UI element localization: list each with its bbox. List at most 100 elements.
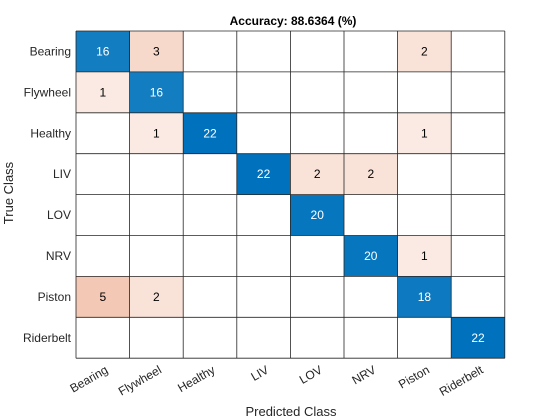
matrix-cell — [183, 31, 237, 72]
matrix-cell — [290, 276, 344, 318]
matrix-cell — [344, 235, 398, 277]
matrix-cell — [236, 153, 291, 195]
cell-value-label: 1 — [153, 126, 160, 140]
matrix-cell — [397, 317, 452, 359]
cell-value-label: 1 — [421, 249, 428, 263]
matrix-cell — [451, 112, 505, 154]
cell-value-label: 2 — [421, 44, 428, 58]
matrix-cell — [290, 235, 344, 277]
matrix-cell — [290, 317, 344, 359]
cell-value-label: 2 — [314, 167, 321, 181]
x-tick-labels: Bearing Flywheel Healthy LIV LOV NRV Piston Rid… — [67, 362, 486, 398]
matrix-cell — [183, 194, 237, 236]
matrix-cell — [183, 153, 237, 195]
matrix-cell — [236, 235, 291, 277]
matrix-cell — [129, 235, 184, 277]
matrix-cell — [76, 31, 130, 72]
x-tick-label: Flywheel — [116, 363, 164, 399]
matrix-cell — [344, 112, 398, 154]
matrix-grid — [75, 30, 506, 359]
matrix-cell — [451, 71, 505, 113]
y-tick-label: Healthy — [30, 126, 71, 140]
matrix-cell — [344, 317, 398, 359]
matrix-cell — [290, 153, 344, 195]
y-tick-label: Flywheel — [24, 85, 71, 99]
matrix-cell — [183, 276, 237, 318]
matrix-cell — [451, 31, 505, 72]
cell-value-label: 2 — [367, 167, 374, 181]
matrix-cell — [76, 235, 130, 277]
y-tick-label: LOV — [47, 208, 71, 222]
matrix-cell — [76, 276, 130, 318]
matrix-cell — [397, 153, 452, 195]
y-tick-label: NRV — [46, 249, 71, 263]
matrix-cell — [344, 153, 398, 195]
matrix-cell — [344, 194, 398, 236]
matrix-cell — [344, 31, 398, 72]
matrix-cell — [129, 112, 184, 154]
matrix-cell — [236, 31, 291, 72]
matrix-cell — [236, 317, 291, 359]
cell-value-label: 20 — [364, 249, 378, 263]
matrix-cell — [76, 153, 130, 195]
x-tick-label: Bearing — [67, 363, 110, 396]
matrix-cell — [397, 276, 452, 318]
matrix-cell — [397, 71, 452, 113]
matrix-cell — [129, 317, 184, 359]
matrix-cell — [344, 71, 398, 113]
matrix-cell — [290, 31, 344, 72]
matrix-cell — [344, 276, 398, 318]
matrix-cell — [451, 153, 505, 195]
cell-value-label: 22 — [471, 331, 485, 345]
x-tick-label: NRV — [350, 363, 379, 388]
matrix-cell — [183, 112, 237, 154]
matrix-cell — [129, 31, 184, 72]
cell-value-label: 2 — [153, 290, 160, 304]
matrix-cell — [76, 317, 130, 359]
matrix-cell — [397, 235, 452, 277]
cell-value-label: 16 — [96, 44, 110, 58]
matrix-cell — [451, 194, 505, 236]
cell-value-label: 22 — [257, 167, 271, 181]
x-axis-label: Predicted Class — [245, 404, 337, 419]
y-tick-label: Bearing — [30, 44, 71, 58]
matrix-cell — [236, 194, 291, 236]
y-axis-label: True Class — [1, 161, 16, 224]
cell-value-label: 3 — [153, 44, 160, 58]
cell-value-label: 18 — [418, 290, 432, 304]
matrix-cell — [397, 112, 452, 154]
matrix-cell — [290, 71, 344, 113]
x-tick-label: LOV — [297, 363, 325, 387]
matrix-cell — [183, 317, 237, 359]
matrix-cell — [129, 153, 184, 195]
matrix-cell — [129, 194, 184, 236]
cell-value-label: 16 — [150, 85, 164, 99]
matrix-cell — [129, 71, 184, 113]
matrix-cell — [236, 276, 291, 318]
y-tick-labels: Bearing Flywheel Healthy LIV LOV NRV Piston Rid… — [23, 44, 72, 344]
cell-value-label: 1 — [421, 126, 428, 140]
y-tick-label: Piston — [38, 290, 71, 304]
matrix-cell — [451, 276, 505, 318]
matrix-cell — [290, 194, 344, 236]
matrix-cell — [236, 71, 291, 113]
matrix-cell — [76, 194, 130, 236]
matrix-cell — [76, 112, 130, 154]
matrix-cell — [129, 276, 184, 318]
matrix-cell — [451, 235, 505, 277]
y-tick-label: LIV — [53, 167, 71, 181]
x-tick-label: Piston — [396, 363, 432, 392]
chart-title: Accuracy: 88.6364 (%) — [230, 14, 357, 28]
cell-value-label: 20 — [311, 208, 325, 222]
x-tick-label: Healthy — [175, 363, 217, 395]
matrix-cell — [290, 112, 344, 154]
matrix-cell — [236, 112, 291, 154]
matrix-cell — [183, 235, 237, 277]
matrix-cell — [183, 71, 237, 113]
matrix-cell — [76, 71, 130, 113]
x-tick-label: LIV — [248, 363, 271, 384]
y-tick-label: Riderbelt — [23, 331, 72, 345]
matrix-cell — [397, 31, 452, 72]
cell-value-label: 22 — [203, 126, 217, 140]
